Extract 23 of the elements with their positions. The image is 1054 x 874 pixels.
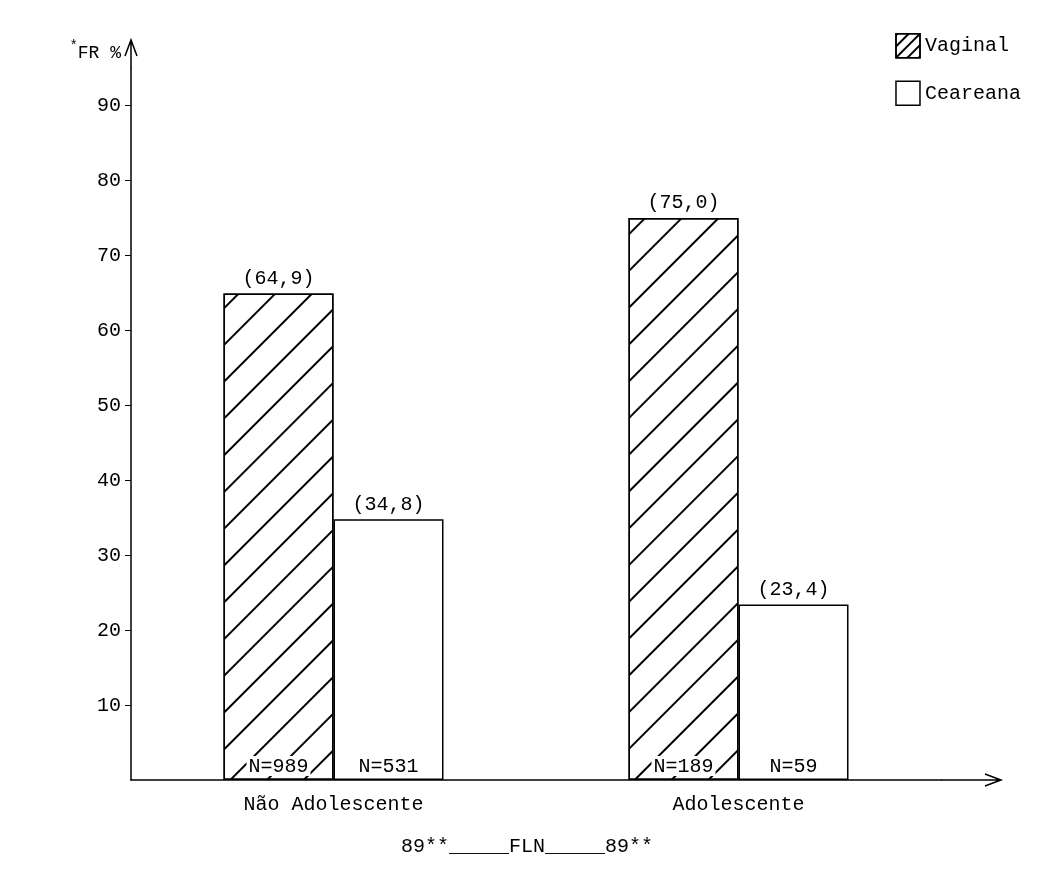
legend-label: Ceareana	[924, 81, 1021, 105]
y-tick-label: 60	[96, 318, 121, 342]
y-tick-label: 90	[96, 93, 121, 117]
data-label: (64,9)	[242, 267, 315, 291]
x-tick-label: Não Adolescente	[243, 792, 424, 816]
annotation: N=531	[358, 754, 419, 778]
x-tick-label: Adolescente	[672, 792, 805, 816]
annotation: N=189	[653, 754, 714, 778]
y-tick-label: 30	[96, 543, 121, 567]
y-axis-title: $^{*}$FR %	[69, 38, 122, 63]
y-tick-label: 20	[96, 618, 121, 642]
text: 89**_____FLN_____89**	[400, 834, 654, 858]
data-label: (75,0)	[647, 191, 720, 215]
y-tick-label: 50	[96, 393, 121, 417]
y-tick-label: 40	[96, 468, 121, 492]
y-tick-label: 80	[96, 168, 121, 192]
y-tick-label: 70	[96, 243, 121, 267]
annotation: N=989	[248, 754, 309, 778]
y-tick-label: 10	[96, 693, 121, 717]
annotation: N=59	[769, 754, 818, 778]
legend-label: Vaginal	[924, 34, 1009, 58]
data-label: (34,8)	[352, 492, 425, 516]
data-label: (23,4)	[757, 578, 830, 602]
